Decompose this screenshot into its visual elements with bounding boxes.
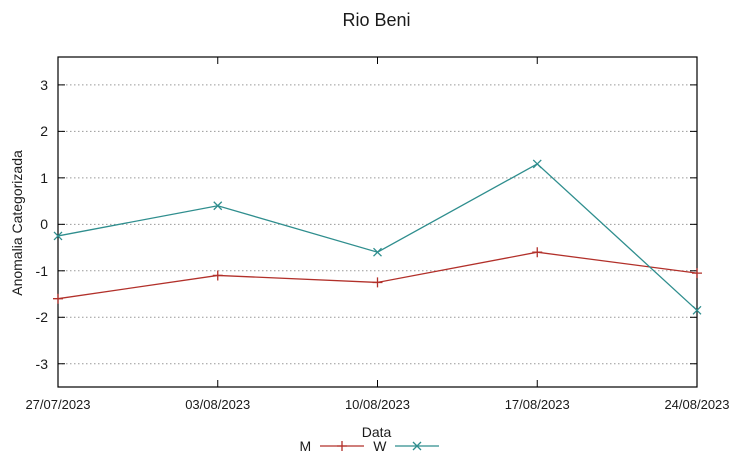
x-marker-icon [373, 247, 382, 257]
y-tick-label: -2 [35, 309, 48, 326]
x-marker-icon [412, 441, 422, 451]
x-marker-icon [213, 201, 223, 211]
plus-marker-icon [212, 270, 223, 281]
plus-marker-icon [372, 277, 383, 288]
y-tick-label: -1 [35, 262, 48, 279]
x-marker-icon [692, 305, 702, 315]
y-tick-label: 1 [40, 169, 48, 186]
plot-border [57, 56, 698, 388]
plus-marker-icon [532, 247, 543, 258]
series-m-line [57, 251, 698, 300]
y-tick-label: 2 [40, 123, 48, 140]
x-tick-label: 17/08/2023 [504, 397, 570, 412]
plus-marker-icon [53, 293, 63, 304]
legend-swatch-w [395, 441, 440, 451]
x-axis-label: Data [361, 424, 392, 440]
x-marker-icon [53, 231, 63, 241]
plus-marker-icon [337, 441, 348, 451]
legend-label-w: W [373, 438, 387, 454]
legend-label-m: M [299, 438, 312, 454]
legend-swatch-m [320, 441, 365, 451]
x-marker-icon [532, 159, 542, 169]
x-tick-label: 27/07/2023 [25, 397, 91, 412]
x-tick-label: 10/08/2023 [344, 397, 411, 412]
chart-title: Rio Beni [342, 10, 411, 30]
y-tick-label: -3 [35, 355, 48, 372]
series-w-line [57, 163, 698, 311]
x-tick-label: 24/08/2023 [664, 397, 730, 412]
x-tick-label: 03/08/2023 [185, 397, 251, 412]
y-tick-label: 3 [40, 76, 48, 93]
plus-marker-icon [692, 268, 702, 279]
y-tick-label: 0 [40, 216, 48, 233]
